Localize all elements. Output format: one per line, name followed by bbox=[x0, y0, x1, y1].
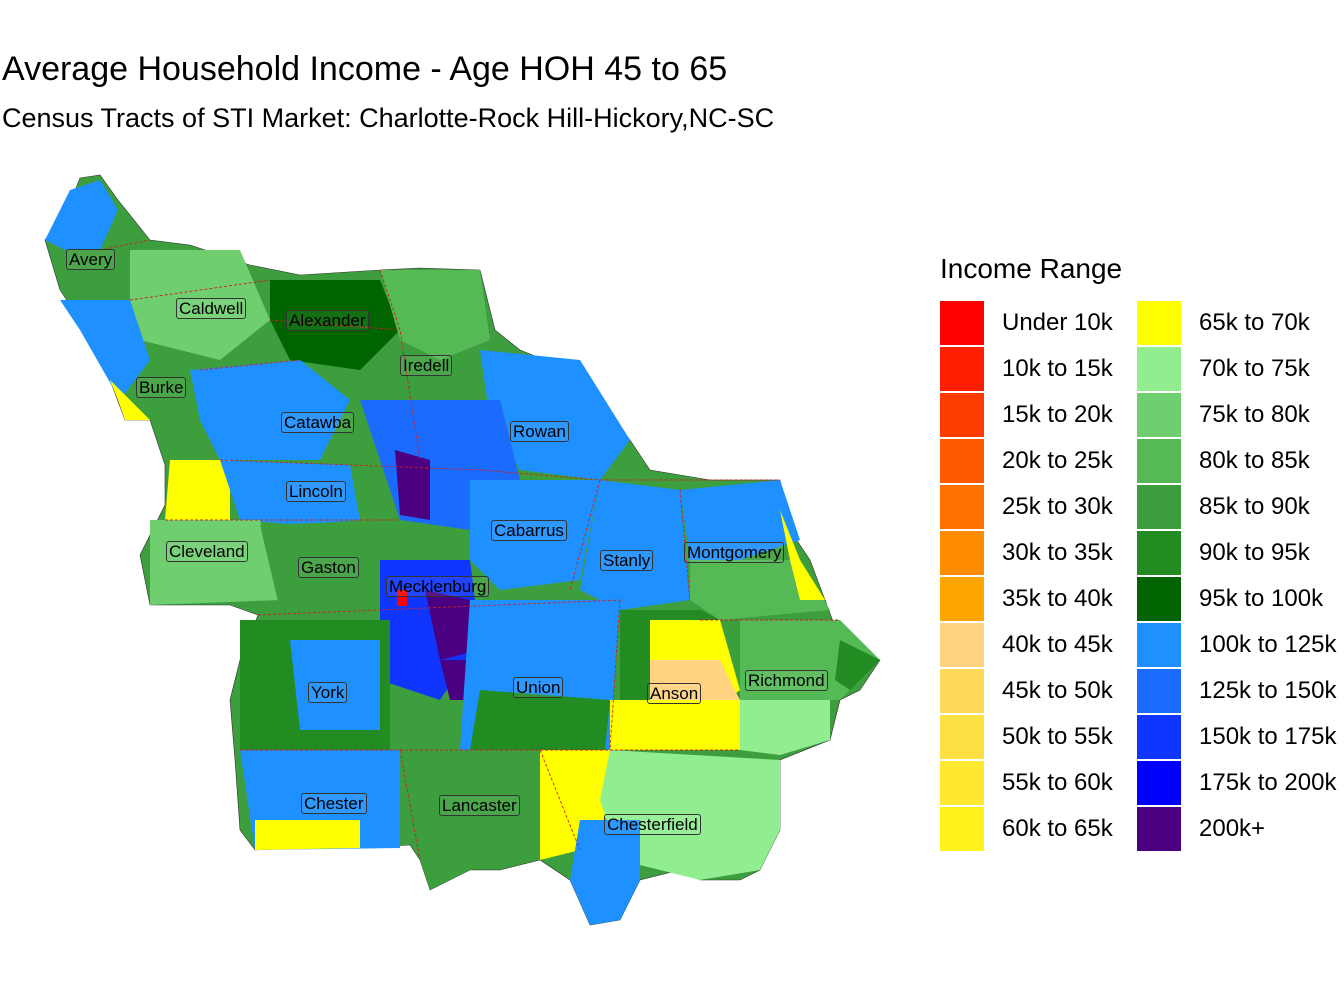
legend-swatch bbox=[940, 485, 984, 529]
county-label-avery: Avery bbox=[66, 249, 116, 270]
legend-label: 15k to 20k bbox=[1002, 401, 1113, 428]
legend-swatch bbox=[1137, 531, 1181, 575]
legend-swatch bbox=[1137, 623, 1181, 667]
legend-label: 25k to 30k bbox=[1002, 493, 1113, 520]
county-label-catawba: Catawba bbox=[281, 412, 355, 433]
legend-label: 150k to 175k bbox=[1199, 723, 1337, 750]
legend-label: 70k to 75k bbox=[1199, 355, 1310, 382]
county-label-cleveland: Cleveland bbox=[166, 541, 248, 562]
county-label-caldwell: Caldwell bbox=[176, 298, 247, 319]
county-label-stanly: Stanly bbox=[600, 550, 654, 571]
county-label-rowan: Rowan bbox=[510, 421, 569, 442]
county-label-gaston: Gaston bbox=[298, 557, 359, 578]
county-label-richmond: Richmond bbox=[745, 670, 828, 691]
legend-swatch bbox=[1137, 393, 1181, 437]
legend-label: 75k to 80k bbox=[1199, 401, 1310, 428]
legend-label: 85k to 90k bbox=[1199, 493, 1310, 520]
county-label-chesterfield: Chesterfield bbox=[604, 814, 701, 835]
county-label-lancaster: Lancaster bbox=[439, 795, 520, 816]
legend-label: 100k to 125k bbox=[1199, 631, 1337, 658]
legend-swatch bbox=[1137, 715, 1181, 759]
legend-swatch bbox=[940, 301, 984, 345]
legend-swatch bbox=[1137, 347, 1181, 391]
legend-swatch bbox=[1137, 577, 1181, 621]
legend-swatch bbox=[940, 807, 984, 851]
legend-label: 80k to 85k bbox=[1199, 447, 1310, 474]
legend-label: 125k to 150k bbox=[1199, 677, 1337, 704]
legend-label: 175k to 200k bbox=[1199, 769, 1337, 796]
legend-swatch bbox=[940, 623, 984, 667]
legend-label: 45k to 50k bbox=[1002, 677, 1113, 704]
county-label-union: Union bbox=[513, 677, 564, 698]
legend-swatch bbox=[1137, 807, 1181, 851]
legend-swatch bbox=[940, 393, 984, 437]
legend-label: 200k+ bbox=[1199, 815, 1266, 842]
legend-title: Income Range bbox=[940, 253, 1123, 284]
legend-swatch bbox=[1137, 761, 1181, 805]
county-label-mecklenburg: Mecklenburg bbox=[386, 576, 490, 597]
legend-swatch bbox=[1137, 301, 1181, 345]
legend-label: 40k to 45k bbox=[1002, 631, 1113, 658]
legend-label: Under 10k bbox=[1002, 309, 1113, 336]
county-label-burke: Burke bbox=[136, 377, 187, 398]
legend-label: 35k to 40k bbox=[1002, 585, 1113, 612]
legend-label: 50k to 55k bbox=[1002, 723, 1113, 750]
county-label-york: York bbox=[308, 682, 348, 703]
legend-label: 30k to 35k bbox=[1002, 539, 1113, 566]
legend-swatch bbox=[1137, 439, 1181, 483]
legend-label: 95k to 100k bbox=[1199, 585, 1324, 612]
county-label-chester: Chester bbox=[301, 793, 367, 814]
legend-label: 55k to 60k bbox=[1002, 769, 1113, 796]
county-label-cabarrus: Cabarrus bbox=[491, 520, 567, 541]
county-label-lincoln: Lincoln bbox=[286, 481, 346, 502]
county-label-montgomery: Montgomery bbox=[684, 542, 785, 563]
legend-swatch bbox=[940, 669, 984, 713]
county-label-alexander: Alexander bbox=[286, 310, 369, 331]
legend-label: 90k to 95k bbox=[1199, 539, 1310, 566]
legend-label: 20k to 25k bbox=[1002, 447, 1113, 474]
legend-swatch bbox=[940, 577, 984, 621]
legend-swatch bbox=[940, 715, 984, 759]
legend-label: 65k to 70k bbox=[1199, 309, 1310, 336]
legend-swatch bbox=[940, 347, 984, 391]
legend-swatch bbox=[1137, 669, 1181, 713]
legend-swatch bbox=[940, 761, 984, 805]
legend-swatch bbox=[940, 439, 984, 483]
legend-label: 10k to 15k bbox=[1002, 355, 1113, 382]
legend-label: 60k to 65k bbox=[1002, 815, 1113, 842]
county-label-anson: Anson bbox=[647, 683, 702, 704]
county-label-iredell: Iredell bbox=[400, 355, 453, 376]
map-title: Average Household Income - Age HOH 45 to… bbox=[2, 50, 728, 88]
map-subtitle: Census Tracts of STI Market: Charlotte-R… bbox=[2, 103, 775, 133]
legend-swatch bbox=[940, 531, 984, 575]
legend-swatch bbox=[1137, 485, 1181, 529]
